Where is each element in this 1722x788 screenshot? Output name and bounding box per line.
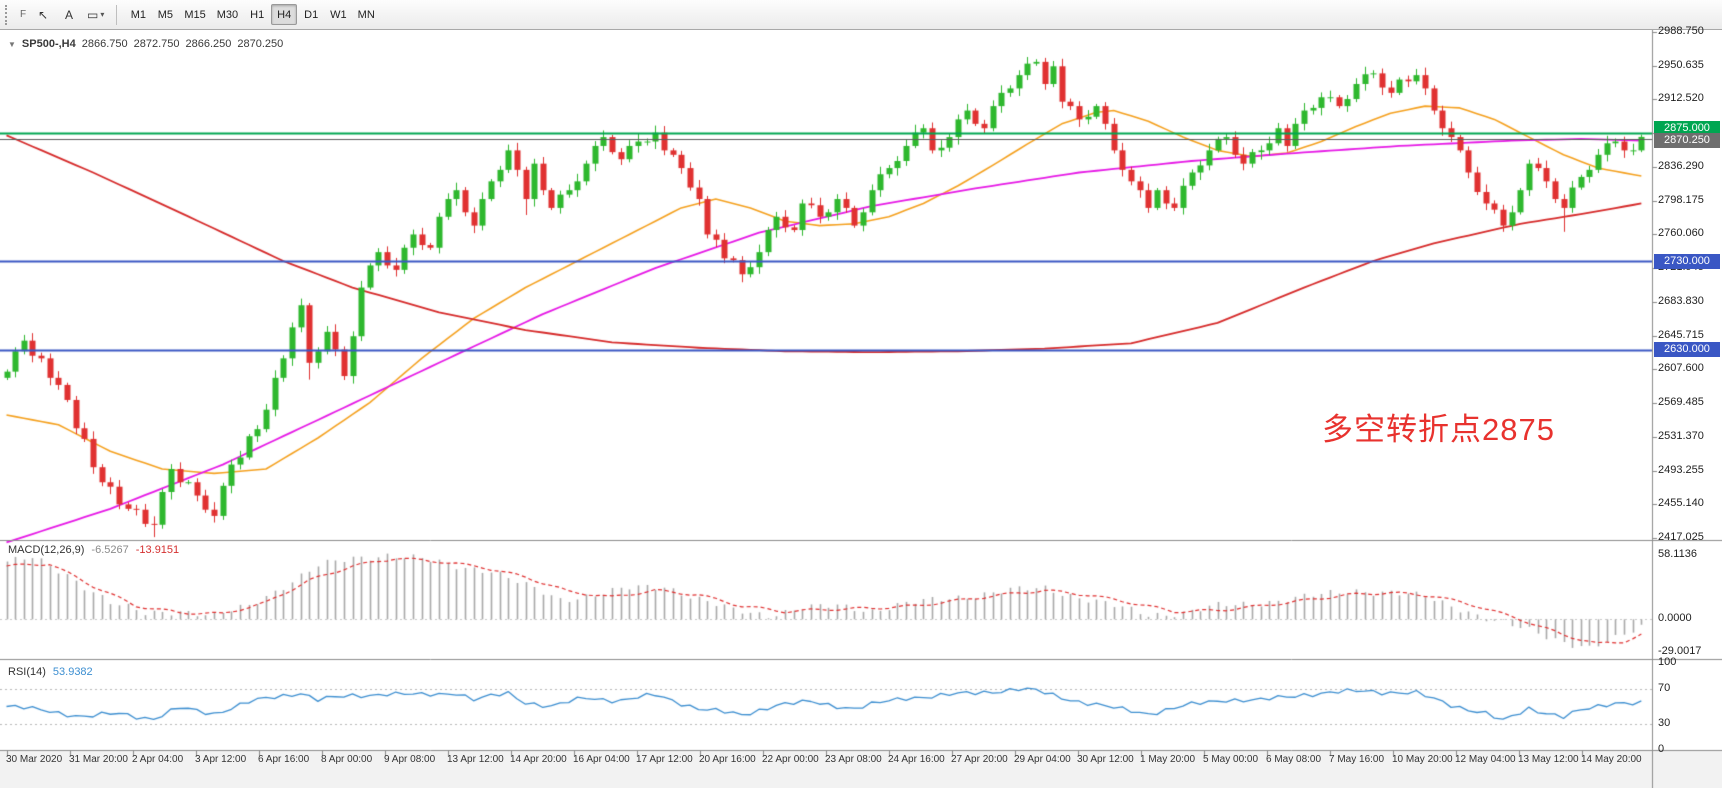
chevron-down-icon: ▾ xyxy=(100,10,105,19)
price-axis-label: 2798.175 xyxy=(1658,193,1704,206)
price-axis-label: 2912.520 xyxy=(1658,92,1704,105)
price-axis-label: 2417.025 xyxy=(1658,531,1704,543)
cursor-tool-button[interactable]: ↖ xyxy=(31,4,55,26)
price-axis-label: 2950.635 xyxy=(1658,58,1704,71)
time-axis-label: 8 Apr 00:00 xyxy=(321,754,373,765)
time-axis-label: 29 Apr 04:00 xyxy=(1014,754,1071,765)
toolbar-handle[interactable]: F xyxy=(19,9,27,20)
price-tag: 2875.000 xyxy=(1654,121,1720,137)
timeframe-button-m15[interactable]: M15 xyxy=(179,4,210,25)
price-axis-label: 2683.830 xyxy=(1658,294,1704,307)
time-axis-label: 10 May 20:00 xyxy=(1392,754,1453,765)
time-axis-label: 22 Apr 00:00 xyxy=(762,754,819,765)
price-tag: 2730.000 xyxy=(1654,253,1720,269)
price-axis-label: 2645.715 xyxy=(1658,328,1704,341)
price-tag: 2870.250 xyxy=(1654,133,1720,149)
text-icon: A xyxy=(64,7,73,22)
text-tool-button[interactable]: A xyxy=(57,4,81,26)
time-axis-label: 5 May 00:00 xyxy=(1203,754,1259,765)
time-axis-label: 31 Mar 20:00 xyxy=(69,754,128,765)
time-axis-label: 6 May 08:00 xyxy=(1266,754,1322,765)
time-axis-label: 13 May 12:00 xyxy=(1518,754,1579,765)
timeframe-button-h1[interactable]: H1 xyxy=(244,4,270,25)
time-axis-label: 2 Apr 04:00 xyxy=(132,754,184,765)
toolbar-separator xyxy=(116,4,118,25)
time-axis-label: 12 May 04:00 xyxy=(1455,754,1516,765)
price-axis-label: 2760.060 xyxy=(1658,227,1704,240)
time-axis-label: 24 Apr 16:00 xyxy=(888,754,945,765)
time-axis-label: 17 Apr 12:00 xyxy=(636,754,693,765)
chart-area: ▼ SP500-,H4 2866.750 2872.750 2866.250 2… xyxy=(0,25,1722,788)
time-axis-label: 6 Apr 16:00 xyxy=(258,754,310,765)
price-axis-label: 2607.600 xyxy=(1658,362,1704,375)
timeframe-button-m1[interactable]: M1 xyxy=(125,4,151,25)
timeframe-button-h4[interactable]: H4 xyxy=(271,4,298,25)
time-axis[interactable]: 30 Mar 2020 31 Mar 20:00 2 Apr 04:00 3 Apr … xyxy=(0,751,1652,788)
timeframe-button-w1[interactable]: W1 xyxy=(325,4,352,25)
timeframe-group: M1 M5 M15 M30 H1 H4 D1 W1 MN xyxy=(125,4,379,25)
shapes-tool-button[interactable]: ▭ ▾ xyxy=(83,4,108,26)
price-axis[interactable]: 2988.7502950.6352912.5202874.4052836.290… xyxy=(1652,25,1722,788)
rsi-axis-label: 30 xyxy=(1658,716,1671,729)
time-axis-label: 14 May 20:00 xyxy=(1581,754,1642,765)
macd-axis-label: 58.1136 xyxy=(1658,547,1697,560)
toolbar-grip[interactable] xyxy=(5,4,11,25)
time-axis-label: 7 May 16:00 xyxy=(1329,754,1385,765)
time-axis-label: 9 Apr 08:00 xyxy=(384,754,436,765)
time-axis-label: 30 Mar 2020 xyxy=(6,754,63,765)
time-axis-label: 20 Apr 16:00 xyxy=(699,754,756,765)
chart-canvas[interactable] xyxy=(0,30,1722,788)
price-axis-label: 2988.750 xyxy=(1658,25,1704,37)
price-axis-label: 2569.485 xyxy=(1658,396,1704,409)
time-axis-label: 30 Apr 12:00 xyxy=(1077,754,1134,765)
price-axis-label: 2493.255 xyxy=(1658,463,1704,476)
time-axis-label: 23 Apr 08:00 xyxy=(825,754,882,765)
timeframe-button-mn[interactable]: MN xyxy=(353,4,380,25)
timeframe-button-d1[interactable]: D1 xyxy=(298,4,324,25)
price-axis-label: 2531.370 xyxy=(1658,429,1704,442)
price-tag: 2630.000 xyxy=(1654,342,1720,357)
time-axis-label: 1 May 20:00 xyxy=(1140,754,1196,765)
shapes-icon: ▭ xyxy=(87,7,99,22)
time-axis-label: 13 Apr 12:00 xyxy=(447,754,504,765)
collapse-arrow-icon[interactable]: ▼ xyxy=(8,39,16,49)
rsi-axis-label: 100 xyxy=(1658,656,1677,668)
time-axis-label: 14 Apr 20:00 xyxy=(510,754,567,765)
time-axis-label: 27 Apr 20:00 xyxy=(951,754,1008,765)
price-axis-label: 2836.290 xyxy=(1658,159,1704,172)
rsi-axis-label: 0 xyxy=(1658,743,1665,755)
macd-axis-label: 0.0000 xyxy=(1658,612,1692,625)
cursor-icon: ↖ xyxy=(37,7,49,22)
macd-axis-label: -29.0017 xyxy=(1658,644,1702,657)
rsi-axis-label: 70 xyxy=(1658,682,1671,695)
time-axis-label: 3 Apr 12:00 xyxy=(195,754,247,765)
time-axis-label: 16 Apr 04:00 xyxy=(573,754,630,765)
timeframe-button-m5[interactable]: M5 xyxy=(152,4,178,25)
toolbar: F ↖ A ▭ ▾ M1 M5 M15 M30 H1 H4 D1 W1 MN xyxy=(0,0,1722,30)
timeframe-button-m30[interactable]: M30 xyxy=(212,4,243,25)
price-axis-label: 2455.140 xyxy=(1658,497,1704,510)
